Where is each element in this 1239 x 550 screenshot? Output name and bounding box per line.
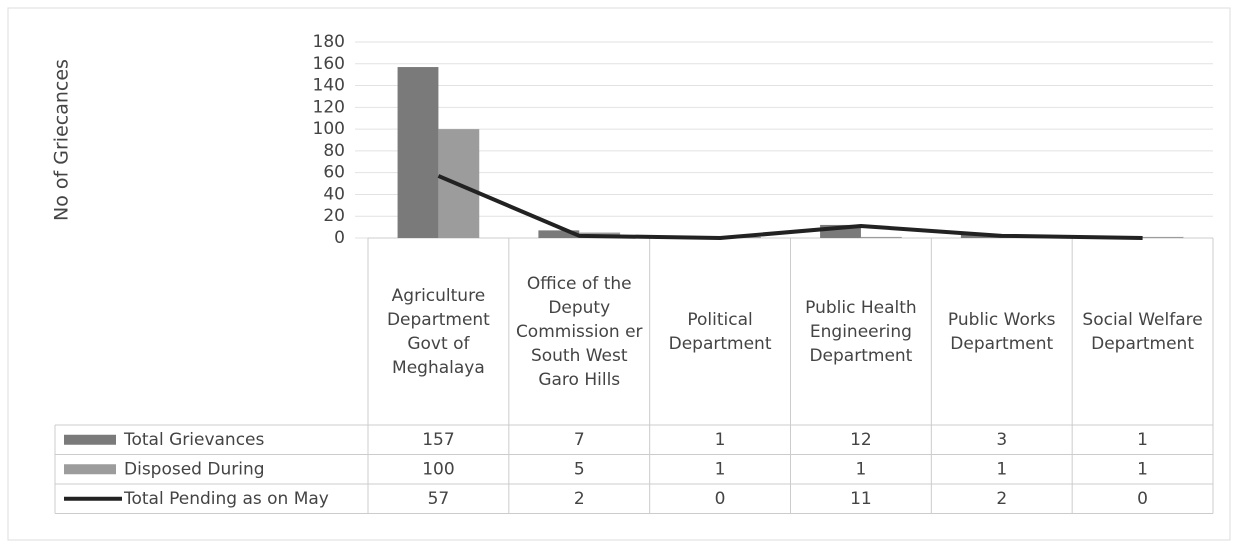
y-tick-label: 80	[323, 141, 345, 161]
data-table-value: 157	[422, 430, 454, 450]
legend-key	[64, 434, 116, 445]
legend-label: Total Pending as on May	[123, 489, 329, 509]
data-table-value: 2	[574, 489, 585, 509]
data-table-value: 1	[1137, 430, 1148, 450]
x-tick-label: Agriculture Department Govt of Meghalaya	[386, 285, 490, 378]
y-tick-label: 40	[323, 184, 345, 204]
x-tick-label: Public Works Department	[947, 309, 1056, 354]
data-table-value: 7	[574, 430, 585, 450]
chart-border	[7, 7, 1231, 541]
x-tick-label: Public Health Engineering Department	[805, 297, 917, 366]
x-tick-label: Office of the Deputy Commission er South…	[515, 273, 643, 390]
data-table-value: 1	[996, 459, 1007, 479]
data-table-value: 11	[850, 489, 872, 509]
bar	[1142, 236, 1184, 238]
y-tick-label: 60	[323, 163, 345, 183]
x-tick-label: Political Department	[668, 309, 772, 354]
data-table-value: 5	[574, 459, 585, 479]
data-table-value: 1	[1137, 459, 1148, 479]
data-table-value: 12	[850, 430, 872, 450]
y-tick-label: 160	[313, 54, 345, 74]
data-table-value: 3	[996, 430, 1007, 450]
data-table-value: 0	[1137, 489, 1148, 509]
legend-label: Total Grievances	[123, 430, 265, 450]
data-table-value: 1	[715, 430, 726, 450]
legend-key	[64, 464, 116, 475]
x-tick-label: Social Welfare Department	[1082, 309, 1203, 354]
y-tick-label: 140	[313, 76, 345, 96]
data-table-value: 2	[996, 489, 1007, 509]
y-tick-label: 100	[313, 119, 345, 139]
y-tick-label: 0	[334, 228, 345, 248]
y-tick-label: 20	[323, 206, 345, 226]
bar	[538, 230, 580, 238]
data-table-value: 1	[715, 459, 726, 479]
data-table-value: 100	[422, 459, 454, 479]
bar	[397, 67, 439, 239]
data-table-value: 1	[856, 459, 867, 479]
y-axis-label: No of Griecances	[51, 59, 73, 221]
data-table-value: 57	[428, 489, 450, 509]
y-tick-label: 120	[313, 97, 345, 117]
bar	[860, 236, 902, 238]
legend-label: Disposed During	[124, 459, 265, 479]
line	[437, 174, 1143, 240]
data-table-value: 0	[715, 489, 726, 509]
y-tick-label: 180	[313, 32, 345, 52]
